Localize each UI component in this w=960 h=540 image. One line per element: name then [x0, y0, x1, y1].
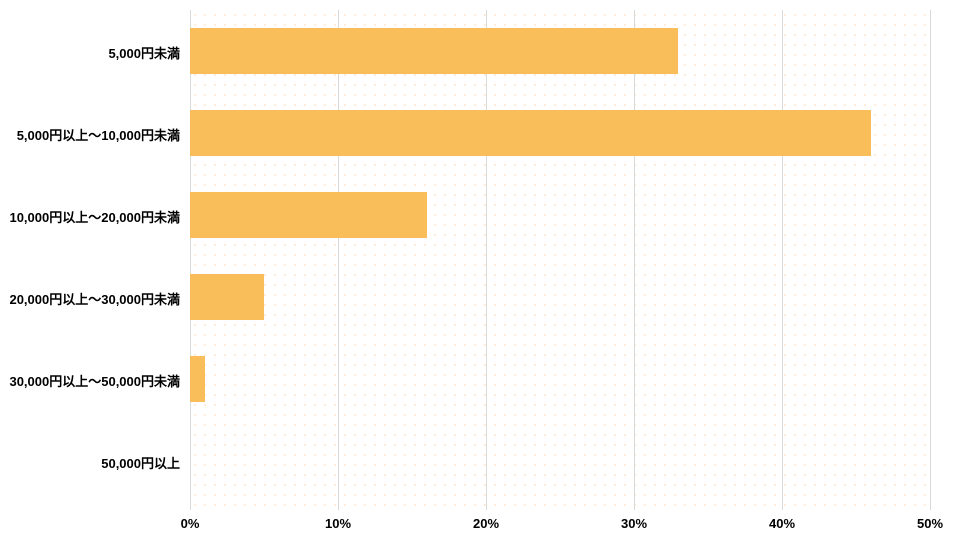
- y-axis-label: 50,000円以上: [101, 453, 180, 472]
- x-gridline: [782, 10, 783, 510]
- bar: [190, 192, 427, 238]
- x-axis-label: 30%: [621, 516, 647, 531]
- bar-row: [190, 438, 930, 484]
- bar-row: [190, 28, 930, 74]
- plot-area: [190, 10, 930, 510]
- y-axis-label: 20,000円以上～30,000円未満: [9, 289, 180, 308]
- y-axis-label: 5,000円以上～10,000円未満: [17, 125, 180, 144]
- x-gridline: [634, 10, 635, 510]
- x-axis-label: 0%: [181, 516, 200, 531]
- bar: [190, 110, 871, 156]
- x-gridline: [930, 10, 931, 510]
- x-axis-label: 50%: [917, 516, 943, 531]
- x-axis-label: 10%: [325, 516, 351, 531]
- y-axis-label: 5,000円未満: [108, 43, 180, 62]
- bar: [190, 356, 205, 402]
- x-axis-label: 20%: [473, 516, 499, 531]
- y-axis-label: 10,000円以上～20,000円未満: [9, 207, 180, 226]
- x-gridline: [486, 10, 487, 510]
- x-gridline: [190, 10, 191, 510]
- bar: [190, 28, 678, 74]
- bar-row: [190, 110, 930, 156]
- bar-row: [190, 356, 930, 402]
- bar-row: [190, 192, 930, 238]
- bar: [190, 274, 264, 320]
- bar-row: [190, 274, 930, 320]
- y-axis-label: 30,000円以上～50,000円未満: [9, 371, 180, 390]
- x-axis-label: 40%: [769, 516, 795, 531]
- x-gridline: [338, 10, 339, 510]
